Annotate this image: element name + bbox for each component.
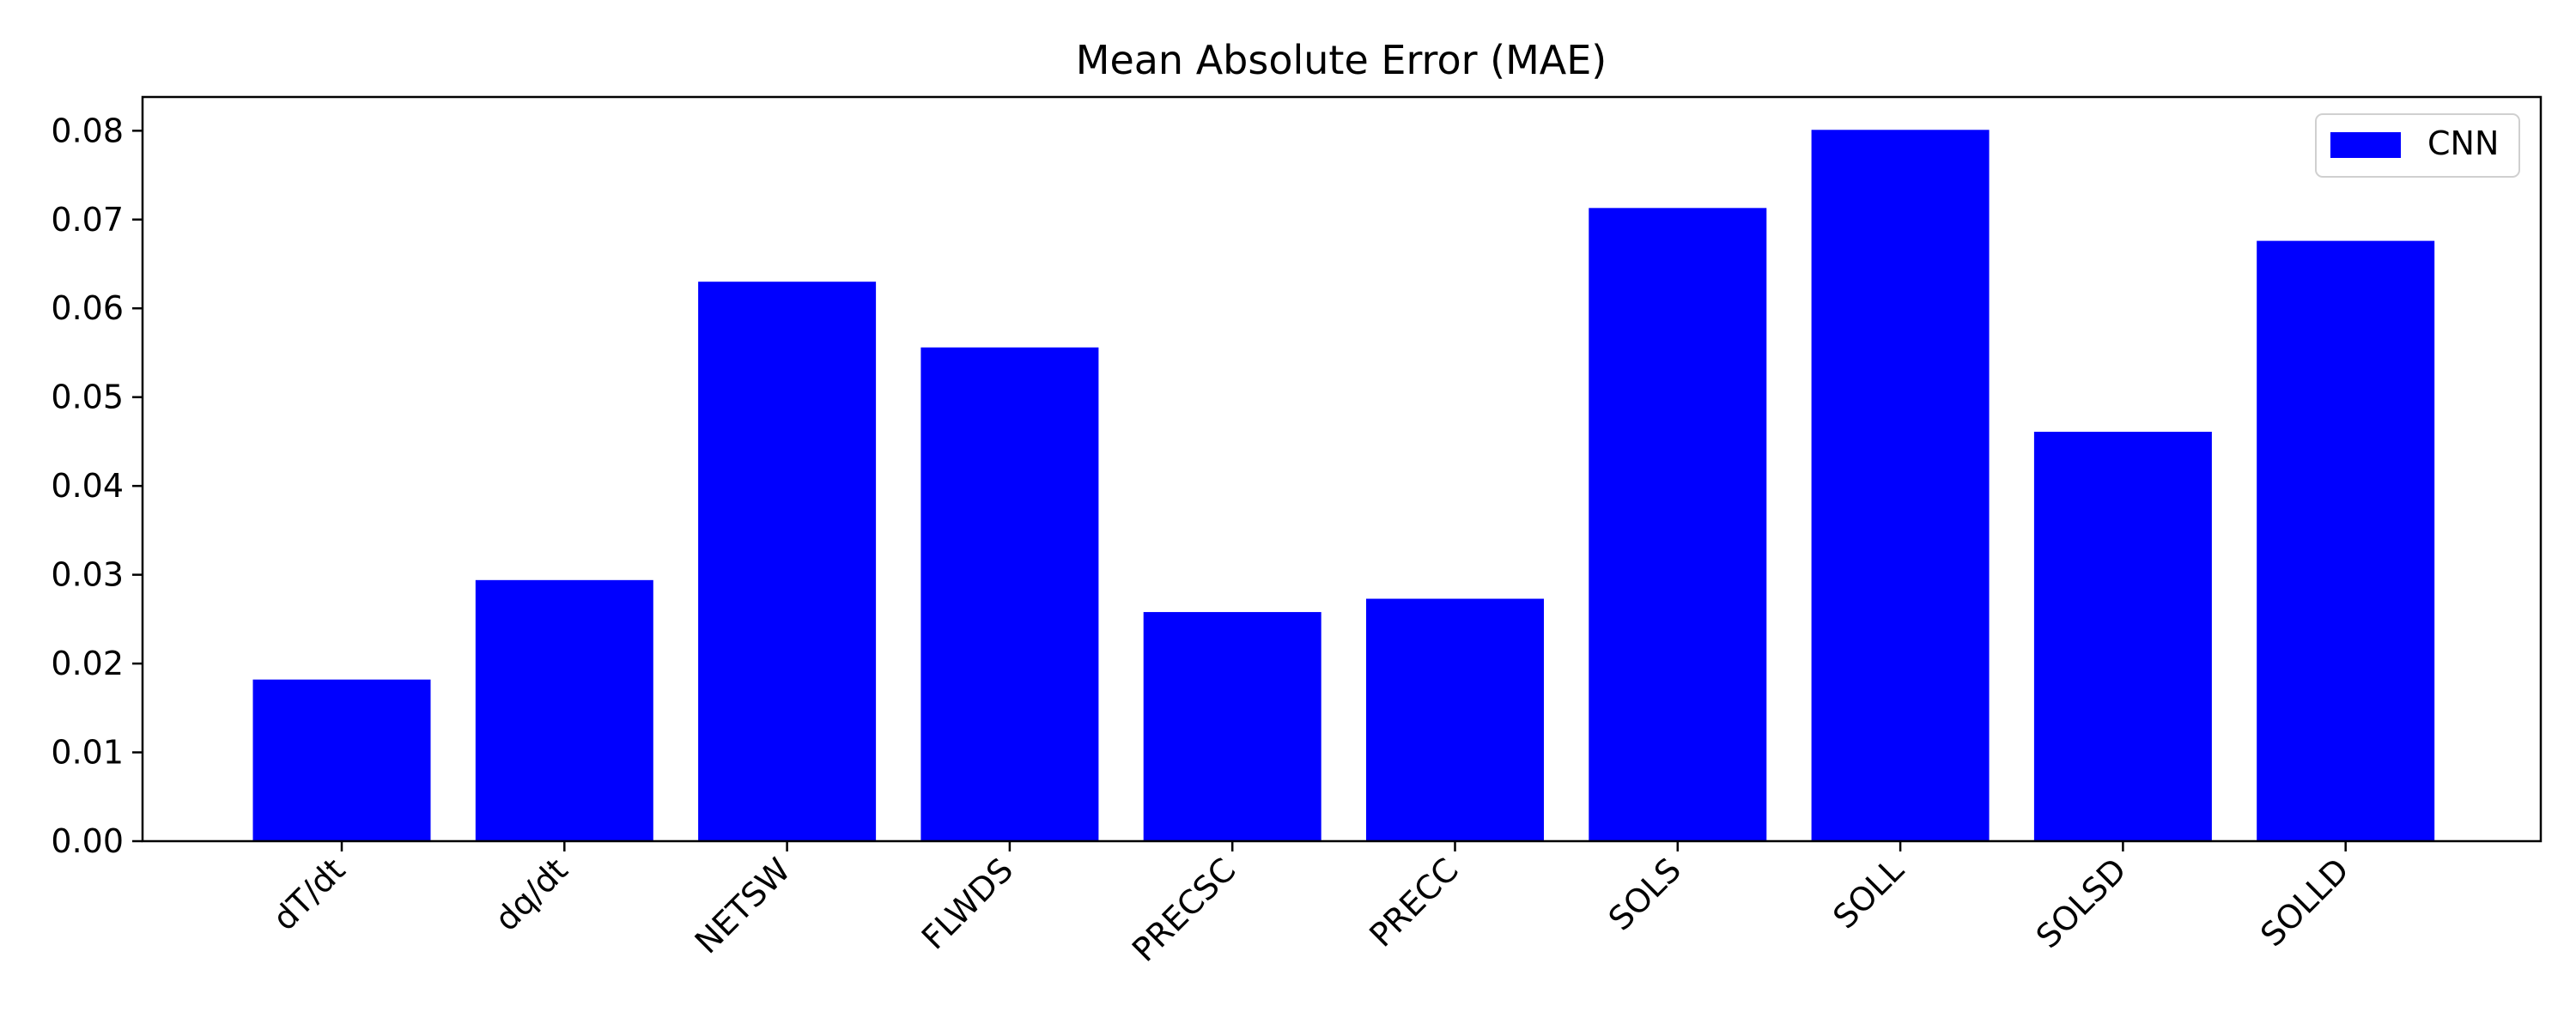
bar-solld — [2257, 240, 2435, 841]
y-tick-label: 0.08 — [51, 112, 124, 149]
legend-label-cnn: CNN — [2427, 124, 2499, 162]
bar-solsd — [2033, 432, 2212, 841]
bar-sols — [1589, 208, 1767, 841]
bar-soll — [1811, 130, 1990, 842]
y-tick-label: 0.01 — [51, 734, 124, 772]
bar-dq-dt — [475, 579, 653, 841]
legend-swatch-cnn — [2330, 132, 2401, 158]
y-tick-label: 0.03 — [51, 556, 124, 594]
bar-precc — [1366, 598, 1544, 841]
bar-netsw — [698, 282, 877, 841]
bar-precsc — [1143, 612, 1321, 841]
y-tick-label: 0.06 — [51, 289, 124, 327]
y-axis: 0.00 0.01 0.02 0.03 0.04 0.05 0.06 0.07 0.08 — [51, 112, 143, 860]
y-tick-label: 0.00 — [51, 822, 124, 860]
plot-frame — [141, 95, 2543, 843]
bar-flwds — [920, 347, 1099, 842]
y-tick-label: 0.07 — [51, 201, 124, 239]
bars — [252, 130, 2435, 842]
y-tick-label: 0.02 — [51, 645, 124, 682]
y-tick-label: 0.05 — [51, 379, 124, 416]
bar-dt-dt — [252, 679, 431, 841]
y-tick-label: 0.04 — [51, 467, 124, 505]
legend-box — [2315, 113, 2520, 178]
legend: CNN — [2315, 113, 2520, 178]
chart-title: Mean Absolute Error (MAE) — [1076, 37, 1607, 83]
